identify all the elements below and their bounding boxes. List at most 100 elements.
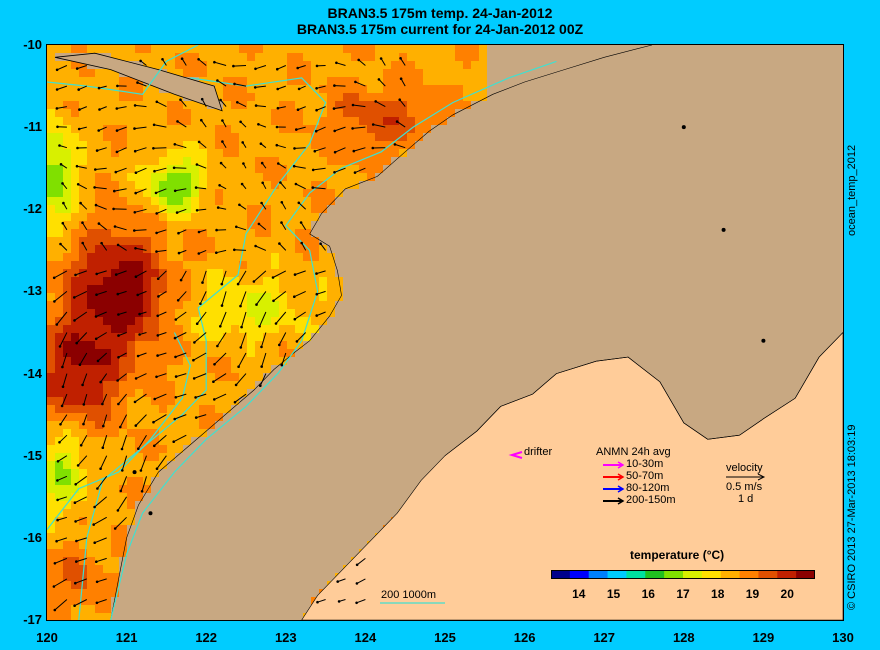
current-arrow [194,332,207,343]
temperature-cell [175,317,183,325]
temperature-cell [271,285,279,293]
temperature-cell [71,181,79,189]
temperature-cell [135,205,143,213]
current-arrow-head [201,281,204,284]
temperature-cell [247,229,255,237]
temperature-cell [63,277,71,285]
temperature-cell [47,341,55,349]
current-arrow-head [351,103,355,107]
temperature-cell [127,501,135,509]
temperature-cell [199,133,207,141]
temperature-cell [319,245,327,253]
temperature-cell [167,197,175,205]
temperature-cell [79,565,87,573]
current-arrow [177,120,187,128]
temperature-cell [447,93,455,101]
temperature-cell [119,149,127,157]
temperature-cell [319,293,327,301]
current-arrow-head [176,299,180,302]
temperature-cell [79,325,87,333]
temperature-cell [335,53,343,61]
temperature-cell [247,85,255,93]
temperature-cell [167,437,175,445]
temperature-cell [63,589,71,597]
temperature-cell [95,389,103,397]
temperature-cell [119,277,127,285]
temperature-cell [143,109,151,117]
temperature-cell [79,317,87,325]
current-arrow-head [275,143,279,147]
temperature-cell [135,493,143,501]
temperature-cell [87,293,95,301]
temperature-cell [47,461,55,469]
current-arrow-head [74,273,77,277]
temperature-cell [71,325,79,333]
temperature-cell [295,205,303,213]
current-arrow [102,435,108,448]
temperature-cell [95,253,103,261]
temperature-cell [135,93,143,101]
temperature-cell [351,61,359,69]
current-arrow [135,414,147,426]
current-arrow-head [255,303,258,306]
temperature-cell [87,373,95,381]
temperature-cell [103,533,111,541]
temperature-cell [103,373,111,381]
current-arrow [253,270,267,282]
temperature-cell [263,125,271,133]
temperature-cell [103,517,111,525]
temperature-cell [167,349,175,357]
temperature-cell [71,389,79,397]
temperature-cell [143,341,151,349]
temperature-cell [215,245,223,253]
temperature-cell [103,141,111,149]
temperature-cell [247,285,255,293]
current-arrow-head [260,201,263,205]
temperature-cell [271,357,279,365]
temperature-cell [367,117,375,125]
temperature-cell [295,77,303,85]
temperature-cell [151,413,159,421]
temperature-cell [143,189,151,197]
temperature-cell [263,93,271,101]
depth-bin-label: 10-30m [626,458,664,470]
temperature-cell [167,141,175,149]
temperature-cell [311,245,319,253]
temperature-cell [207,261,215,269]
temperature-cell [183,429,191,437]
temperature-cell [255,93,263,101]
temperature-cell [55,93,63,101]
current-arrow-head [55,323,59,326]
temperature-cell [103,77,111,85]
temperature-cell [255,317,263,325]
temperature-cell [247,61,255,69]
temperature-cell [231,325,239,333]
temperature-cell [255,237,263,245]
temperature-cell [335,165,343,173]
temperature-cell [479,45,487,53]
colorbar-tick-label: 19 [745,587,760,601]
temperature-cell [399,133,407,141]
temperature-cell [231,389,239,397]
temperature-cell [167,381,175,389]
temperature-cell [47,397,55,405]
temperature-cell [111,493,119,501]
temperature-cell [223,389,231,397]
temperature-cell [71,101,79,109]
map-panel[interactable] [46,44,844,621]
temperature-cell [191,349,199,357]
temperature-cell [367,45,375,53]
temperature-cell [471,93,479,101]
temperature-cell [207,125,215,133]
temperature-cell [79,253,87,261]
temperature-cell [71,277,79,285]
temperature-cell [191,325,199,333]
temperature-cell [47,45,55,53]
current-arrow [196,311,207,325]
temperature-cell [263,165,271,173]
temperature-cell [55,309,63,317]
current-arrow [121,455,128,471]
temperature-cell [55,165,63,173]
temperature-cell [119,341,127,349]
colorbar-segment [588,570,609,579]
